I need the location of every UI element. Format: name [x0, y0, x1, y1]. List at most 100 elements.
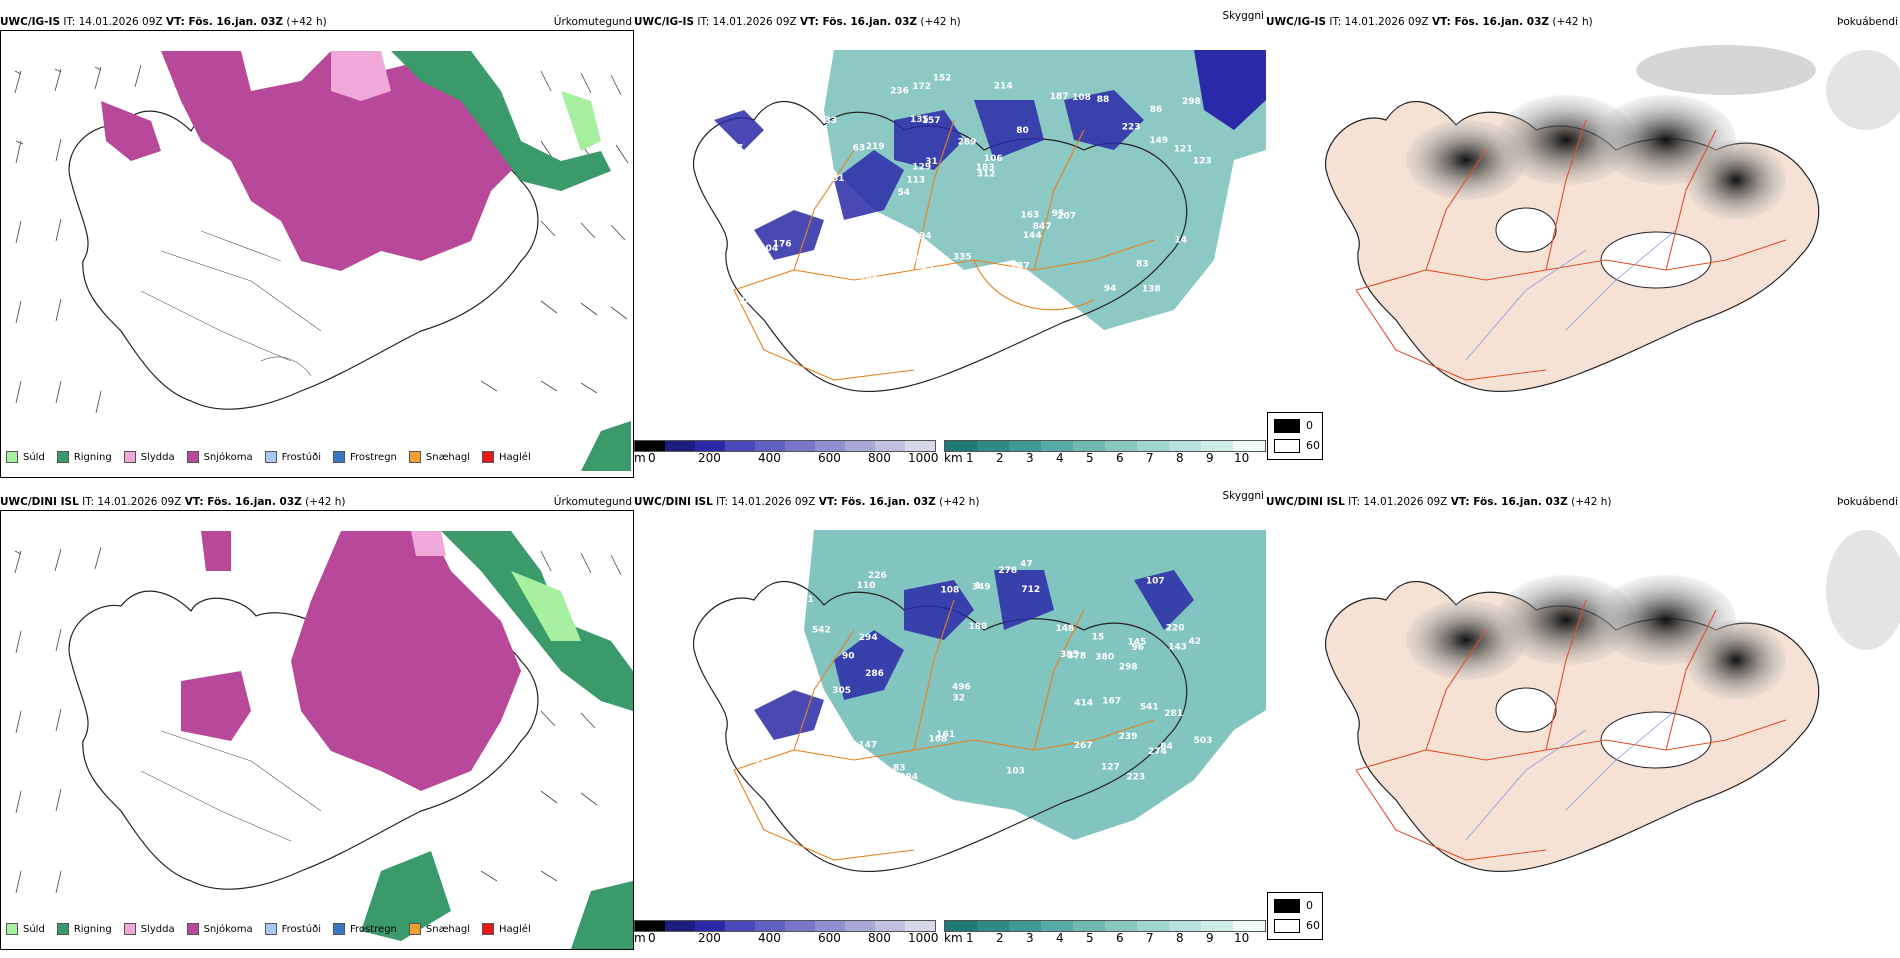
drizzle-area — [561, 91, 601, 151]
height-label: 378 — [1067, 651, 1086, 661]
height-label: 127 — [1101, 762, 1120, 772]
height-label: 220 — [809, 253, 828, 263]
height-label: 207 — [1057, 212, 1076, 222]
height-label: 33 — [825, 116, 838, 126]
height-label: 98 — [907, 254, 920, 264]
precip-map-canvas — [14, 531, 633, 949]
blue-cloud-area — [1194, 50, 1266, 130]
height-label: 148 — [1056, 624, 1075, 634]
height-label: 513 — [862, 776, 881, 786]
init-time: IT: 14.01.2026 09Z — [82, 496, 182, 508]
height-label: 83 — [893, 763, 906, 773]
height-label: 108 — [1072, 93, 1091, 103]
height-label: 385 — [1060, 650, 1079, 660]
height-label: 77 — [731, 143, 744, 153]
valid-time: VT: Fös. 16.jan. 03Z — [165, 16, 284, 28]
height-label: 106 — [984, 154, 1003, 164]
shading-map-canvas — [1324, 530, 1900, 873]
cloud-map[interactable]: 239 220 84 188 244 226 145 147 107 542 143 238 298 29… — [634, 510, 1266, 914]
height-label: 219 — [866, 142, 885, 152]
precip-legend: Súld Rigning Slydda Snjókoma Frostúði Fr… — [6, 920, 531, 938]
height-label: 176 — [773, 239, 792, 249]
height-label: 161 — [752, 680, 771, 690]
rivers — [1465, 709, 1677, 841]
height-label: 331 — [795, 595, 814, 605]
row1-precip-header: UWC/IG-IS IT: 14.01.2026 09Z VT: Fös. 16… — [0, 14, 634, 30]
legend-item: Slydda — [123, 923, 175, 935]
valid-time: VT: Fös. 16.jan. 03Z — [1431, 16, 1550, 28]
height-label: 239 — [1119, 732, 1138, 742]
snow-area — [161, 51, 521, 271]
height-label: 304 — [759, 244, 778, 254]
row1-cloud-header: UWC/IG-IS IT: 14.01.2026 09Z VT: Fös. 16… — [634, 10, 1266, 30]
valid-time: VT: Fös. 16.jan. 03Z — [184, 496, 302, 508]
height-label: 349 — [972, 583, 991, 593]
legend-item: Súld — [6, 923, 45, 935]
height-label: 503 — [1194, 736, 1213, 746]
cloud-map[interactable]: 138 77 86 54 80 76 135 289 176 219 108 142 157 106 207… — [634, 30, 1266, 434]
height-label: 110 — [857, 581, 876, 591]
height-label: 108 — [738, 275, 757, 285]
legend-item: Frostregn — [333, 451, 397, 463]
precip-map[interactable] — [0, 30, 634, 478]
precip-map[interactable] — [0, 510, 634, 950]
height-label: 267 — [1074, 741, 1093, 751]
init-time: IT: 14.01.2026 09Z — [1348, 496, 1448, 508]
height-label: 281 — [1164, 709, 1183, 719]
height-label: 284 — [780, 300, 799, 310]
height-label: 142 — [813, 265, 832, 275]
height-label: 298 — [1182, 97, 1201, 107]
road-network — [1355, 119, 1787, 381]
legend-item: Frostúði — [264, 923, 321, 935]
shading-map[interactable] — [1266, 30, 1900, 434]
height-label: 31 — [925, 157, 938, 167]
height-label: 223 — [1126, 772, 1145, 782]
height-label: 274 — [1148, 747, 1167, 757]
map-title: Úrkomutegund — [553, 496, 632, 508]
lead-time: (+42 h) — [1571, 496, 1612, 508]
legend-item: Snjókoma — [186, 451, 253, 463]
terrain-shadow — [1406, 45, 1900, 289]
height-label: 83 — [1136, 259, 1149, 269]
row2-shading-header: UWC/DINI ISL IT: 14.01.2026 09Z VT: Fös.… — [1266, 494, 1900, 510]
lead-time: (+42 h) — [920, 16, 961, 28]
height-labels: 2392208418824422614514710754214323829829… — [741, 559, 1213, 785]
row1-precip-panel: UWC/IG-IS IT: 14.01.2026 09Z VT: Fös. 16… — [0, 14, 634, 478]
height-label: 172 — [912, 82, 931, 92]
row2-precip-header: UWC/DINI ISL IT: 14.01.2026 09Z VT: Fös.… — [0, 494, 634, 510]
precip-map-canvas — [14, 51, 631, 471]
height-label: 48 — [764, 113, 777, 123]
height-label: 147 — [858, 741, 877, 751]
height-label: 42 — [1189, 637, 1202, 647]
height-labels: 138 77 86 54 80 76 135 289 176 219 108 142 157 106 207… — [731, 74, 1212, 311]
model-label: UWC/IG-IS — [1266, 16, 1327, 28]
legend-item: Súld — [6, 451, 45, 463]
terrain-shadow — [1406, 530, 1900, 769]
sleet-area — [331, 51, 391, 101]
height-label: 88 — [1097, 95, 1110, 105]
precip-legend: Súld Rigning Slydda Snjókoma Frostúði Fr… — [6, 448, 531, 466]
shading-map[interactable] — [1266, 510, 1900, 914]
lead-time: (+42 h) — [286, 16, 327, 28]
height-label: 289 — [958, 138, 977, 148]
row1-shading-header: UWC/IG-IS IT: 14.01.2026 09Z VT: Fös. 16… — [1266, 14, 1900, 30]
height-label: 483 — [749, 735, 768, 745]
height-label: 237 — [1011, 262, 1030, 272]
low-cloud-patches — [714, 90, 1144, 260]
map-title: Þokuábendi — [1837, 496, 1898, 508]
height-label: 268 — [760, 684, 779, 694]
valid-time: VT: Fös. 16.jan. 03Z — [799, 16, 918, 28]
height-label: 885 — [743, 289, 762, 299]
coastline — [692, 101, 1188, 393]
row2-cloud-header: UWC/DINI ISL IT: 14.01.2026 09Z VT: Fös.… — [634, 490, 1266, 510]
height-label: 129 — [912, 163, 931, 173]
height-label: 138 — [1142, 285, 1161, 295]
height-label: 54 — [898, 188, 911, 198]
height-label: 152 — [933, 74, 952, 84]
height-label: 117 — [961, 297, 980, 307]
km-scale: km 1 2 3 4 5 6 7 8 9 10 — [944, 918, 1266, 958]
height-label: 63 — [853, 144, 866, 154]
height-label: 167 — [1102, 696, 1121, 706]
row1-shading-panel: UWC/IG-IS IT: 14.01.2026 09Z VT: Fös. 16… — [1266, 14, 1900, 466]
height-label: 223 — [1122, 122, 1141, 132]
